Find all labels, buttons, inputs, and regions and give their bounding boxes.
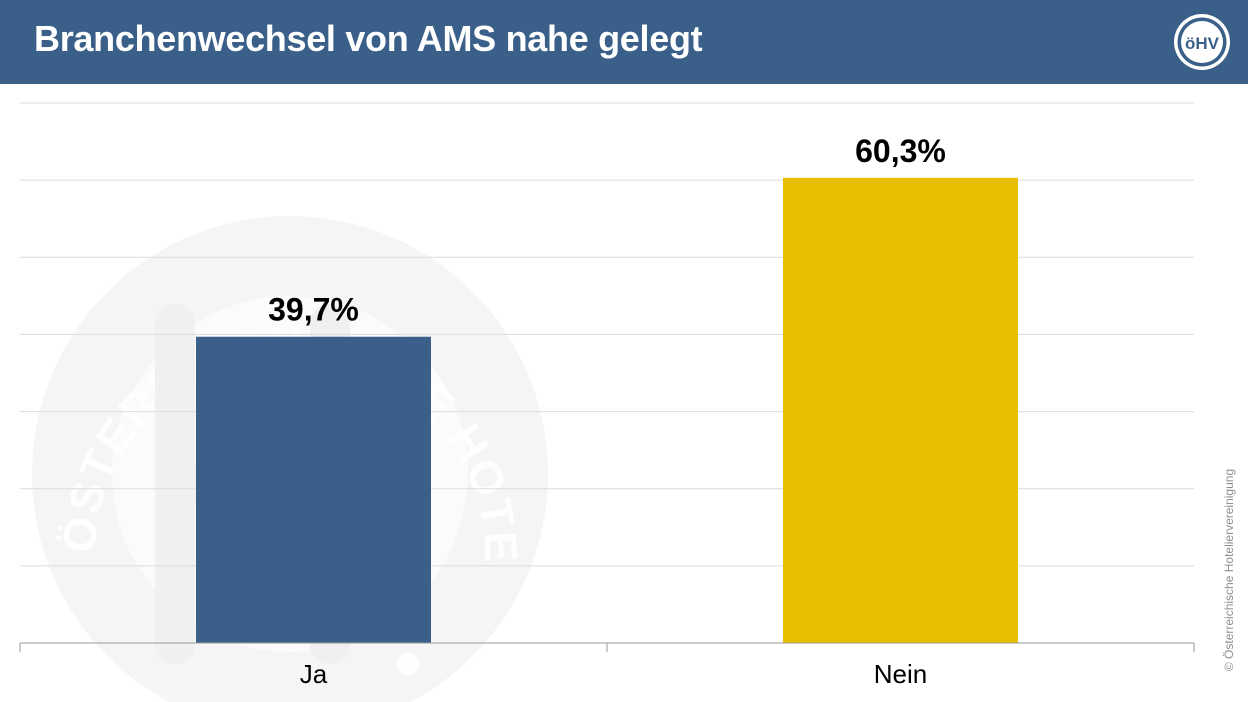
x-axis [19,642,1195,652]
ohv-logo-icon: öHV [1174,14,1230,70]
bar-ja [196,336,431,643]
logo-text: öHV [1185,34,1220,53]
chart-title: Branchenwechsel von AMS nahe gelegt [34,18,703,59]
data-label: 39,7% [268,292,359,328]
header-bar: Branchenwechsel von AMS nahe gelegt öHV [0,0,1248,84]
category-label: Nein [874,659,927,689]
copyright-text: © Österreichische Hoteliervereinigung [1222,468,1236,672]
data-label: 60,3% [855,133,946,169]
bar-chart: ÖSTERREICHISCHE HOTELIERVEREINIGUNG 39,7… [0,84,1195,702]
bar-nein [783,177,1018,643]
category-label: Ja [300,659,328,689]
labels: 39,7% Ja 60,3% Nein [268,133,946,689]
bars [196,177,1018,643]
